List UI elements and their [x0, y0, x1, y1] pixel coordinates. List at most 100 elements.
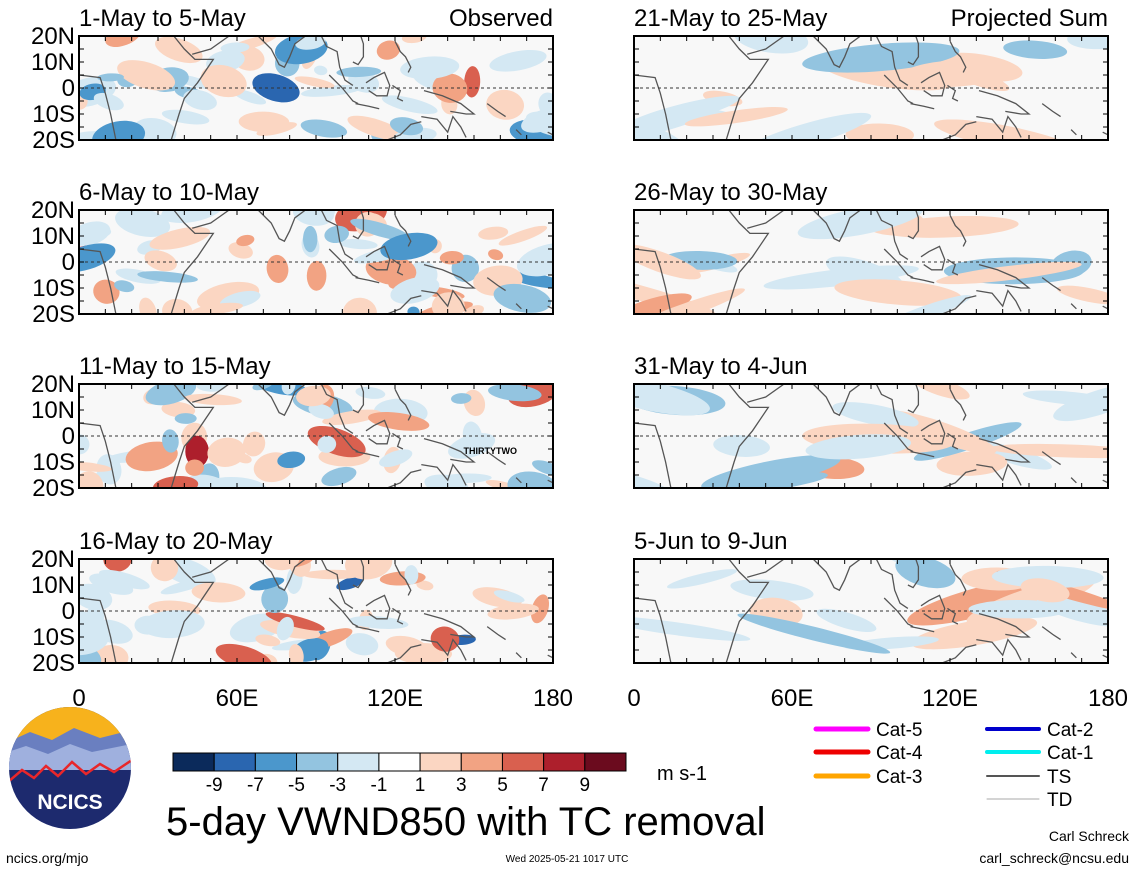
anomaly-blob — [379, 449, 413, 468]
coastlines — [79, 210, 553, 314]
anomaly-blob — [486, 89, 525, 120]
anomaly-blob — [92, 120, 146, 140]
anomaly-blob — [910, 616, 1038, 650]
anomaly-blob — [488, 384, 542, 402]
panel-title: 31-May to 4-Jun — [634, 353, 807, 380]
colorbar-box — [419, 752, 462, 772]
coastline — [1041, 451, 1061, 466]
anomaly-blob — [307, 425, 366, 458]
anomaly-blob — [350, 218, 410, 241]
anomaly-blob — [439, 250, 464, 265]
coastline — [192, 559, 230, 578]
coastline — [812, 210, 861, 243]
coastline — [365, 594, 391, 620]
anomaly-blob — [530, 594, 550, 624]
anomaly-blob — [162, 298, 193, 314]
coastline — [257, 36, 306, 69]
coastline — [79, 422, 117, 488]
coastline — [376, 469, 422, 488]
anomaly-blob — [144, 250, 177, 272]
colorbar-box — [584, 752, 627, 772]
coastlines — [79, 36, 553, 140]
colorbar-label: 1 — [415, 775, 426, 796]
anomaly-blob — [936, 261, 1082, 285]
anomaly-blob — [174, 413, 197, 424]
anomaly-blob — [968, 600, 1070, 619]
coastline — [320, 384, 354, 434]
anomaly-blob — [381, 95, 438, 114]
anomaly-blob — [347, 115, 406, 140]
coastline — [421, 289, 467, 312]
anomaly-blob — [401, 36, 427, 44]
anomaly-blob — [89, 573, 134, 595]
anomaly-blob — [308, 403, 334, 419]
coastline — [328, 597, 359, 628]
anomaly-blob — [97, 73, 124, 82]
panel-title: 16-May to 20-May — [79, 528, 272, 555]
panel: 21-May to 25-May Projected Sum — [633, 5, 1109, 141]
coastline — [170, 559, 215, 663]
coastline — [907, 36, 920, 66]
anomaly-blob — [155, 36, 203, 64]
coastline — [423, 612, 476, 638]
y-tick-label: 0 — [62, 598, 75, 625]
author-name: Carl Schreck — [1049, 828, 1130, 844]
anomaly-blob — [79, 225, 112, 243]
y-tick-label: 10S — [32, 449, 75, 476]
coastline — [634, 422, 672, 488]
coastline — [355, 276, 380, 284]
anomaly-blob — [934, 119, 1078, 140]
colorbar-label: -7 — [247, 775, 264, 796]
coastline — [79, 74, 117, 140]
x-tick-label: 120E — [367, 685, 423, 712]
main-title: 5-day VWND850 with TC removal — [166, 800, 765, 844]
x-axis-labels: 0 60E 120E 180 0 60E 120E 180 — [72, 685, 1128, 712]
anomaly-blob — [900, 59, 1009, 88]
anomaly-blob — [265, 612, 325, 631]
colorbar-box — [501, 752, 545, 772]
anomaly-blob — [493, 283, 552, 313]
anomaly-blob — [162, 429, 179, 453]
anomaly-blob — [79, 471, 104, 488]
coastline — [79, 248, 117, 314]
coastline — [947, 432, 959, 450]
panel-title: 21-May to 25-May — [634, 5, 827, 32]
anomaly-blob — [816, 608, 877, 632]
anomaly-blob — [389, 117, 424, 136]
anomaly-blob — [1003, 40, 1068, 59]
anomaly-blob — [183, 89, 217, 111]
y-tick-label: 0 — [62, 423, 75, 450]
colorbar-label: 7 — [538, 775, 549, 796]
track-legend-label: TD — [1047, 790, 1072, 811]
anomaly-blob — [1053, 384, 1108, 422]
coastline — [423, 437, 476, 463]
coastline — [170, 36, 215, 140]
colorbar-label: 3 — [456, 775, 467, 796]
coastline — [192, 384, 230, 403]
anomaly-blob — [448, 433, 496, 459]
anomaly-blob — [200, 64, 247, 98]
coastline — [747, 384, 785, 403]
anomaly-blob — [634, 117, 689, 140]
author-email: carl_schreck@ncsu.edu — [979, 850, 1129, 866]
coastline — [920, 419, 946, 445]
coastline — [1070, 477, 1077, 484]
coastline — [907, 559, 920, 589]
anomaly-blob — [797, 210, 924, 240]
track-legend-label: Cat-4 — [876, 743, 923, 764]
anomaly-blob — [741, 112, 872, 140]
footer-timestamp: Wed 2025-05-21 1017 UTC — [506, 854, 629, 865]
storm-label: THIRTYTWO — [463, 446, 517, 456]
anomaly-blob — [339, 239, 378, 250]
coastline — [1070, 303, 1077, 310]
panel-title: 1-May to 5-May — [79, 5, 246, 32]
anomaly-blob — [294, 76, 335, 88]
y-tick-label: 10S — [32, 624, 75, 651]
x-tick-label: 0 — [627, 685, 640, 712]
coastline — [421, 638, 467, 661]
anomaly-blob — [306, 260, 327, 291]
